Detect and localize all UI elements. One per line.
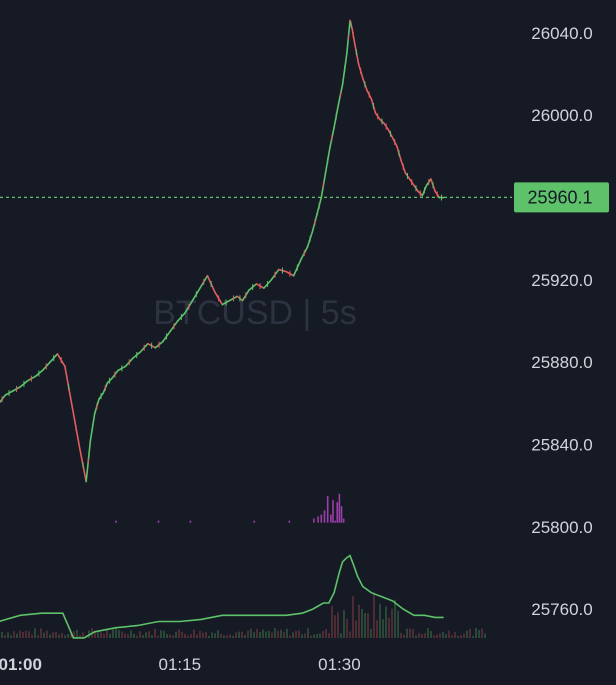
volume-line-path [0,554,444,639]
price-axis[interactable]: 26040.026000.025960.025920.025880.025840… [531,24,592,619]
volume-line [0,554,444,639]
price-tick-label: 25840.0 [531,436,592,455]
price-tick-label: 26040.0 [531,24,592,43]
price-tick-label: 26000.0 [531,106,592,125]
last-price-label: 25960.1 [527,187,592,207]
volume-bars [115,493,345,523]
volume-noise [1,592,486,638]
time-tick-label: 01:00 [0,655,42,674]
price-tick-label: 25800.0 [531,518,592,537]
time-tick-label: 01:30 [318,655,361,674]
last-price-tag [514,182,609,213]
price-tick-label: 25880.0 [531,353,592,372]
price-tick-label: 25760.0 [531,600,592,619]
time-axis[interactable]: 01:00 01:15 01:30 [0,655,361,674]
price-tick-label: 25920.0 [531,271,592,290]
price-series [0,19,445,483]
watermark: BTCUSD | 5s [153,294,356,332]
time-tick-label: 01:15 [159,655,202,674]
